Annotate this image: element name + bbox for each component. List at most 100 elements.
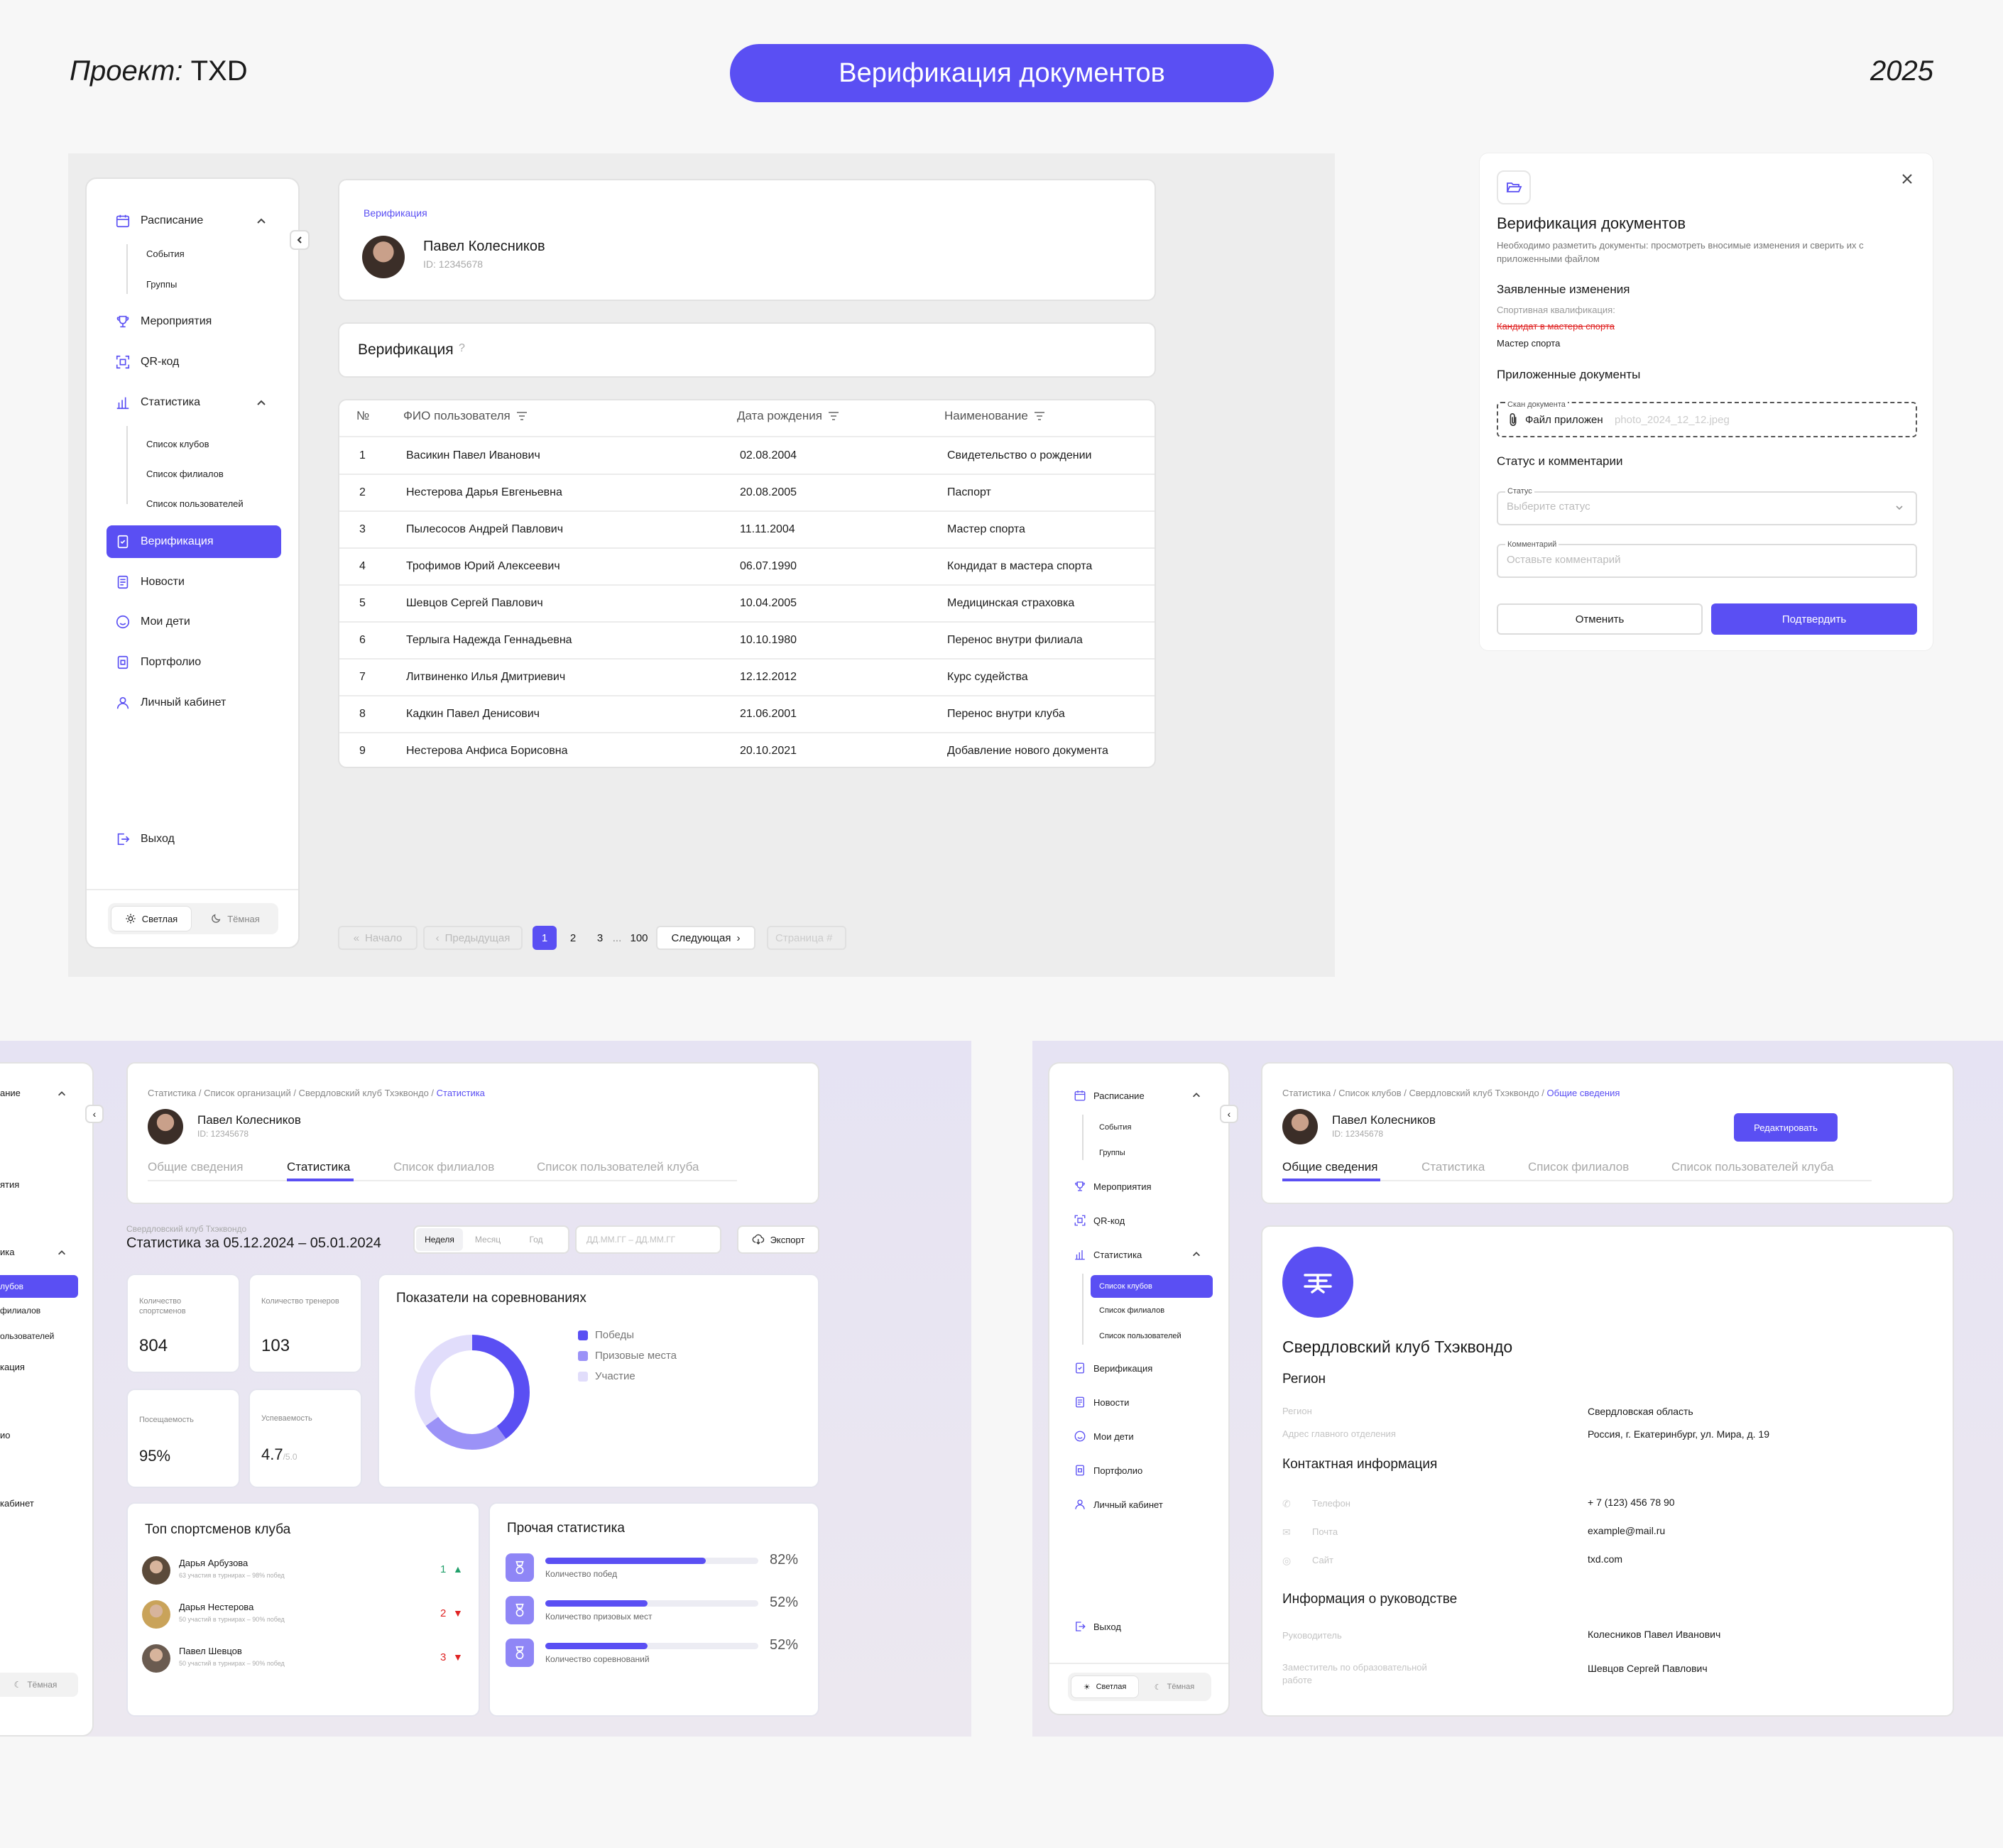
sidebar-fragment[interactable]: ио	[0, 1430, 11, 1440]
comment-input[interactable]	[1497, 544, 1917, 578]
sidebar-item-news[interactable]: Новости	[115, 574, 185, 590]
sidebar-item-events[interactable]: Мероприятия	[115, 314, 212, 329]
sidebar-fragment[interactable]: ользователей	[0, 1331, 55, 1341]
chevron-up-icon[interactable]	[57, 1248, 67, 1258]
sidebar-item-qr[interactable]: QR-код	[115, 354, 179, 370]
breadcrumb-path[interactable]: Статистика / Список клубов / Свердловски…	[1282, 1088, 1547, 1098]
sidebar-fragment-active[interactable]: лубов	[0, 1275, 78, 1298]
sidebar-sub-events[interactable]: События	[146, 248, 185, 259]
chevron-up-icon[interactable]	[1191, 1250, 1201, 1259]
breadcrumb[interactable]: Верификация	[364, 207, 427, 219]
theme-light-button[interactable]: Светлая	[111, 906, 192, 931]
tab-club-users[interactable]: Список пользователей клуба	[1671, 1160, 1834, 1174]
column-header[interactable]: ФИО пользователя	[403, 409, 528, 423]
sidebar-item-qr[interactable]: QR-код	[1074, 1214, 1125, 1227]
date-range-input[interactable]: ДД.ММ.ГГ – ДД.ММ.ГГ	[575, 1225, 721, 1254]
sidebar-item-verification[interactable]: Верификация	[1074, 1362, 1152, 1374]
phone-value[interactable]: + 7 (123) 456 78 90	[1588, 1497, 1675, 1508]
site-value[interactable]: txd.com	[1588, 1553, 1623, 1565]
status-select[interactable]	[1497, 491, 1917, 525]
sidebar-sub-clubs[interactable]: Список клубов	[1091, 1275, 1213, 1298]
sidebar-fragment[interactable]: ание	[0, 1088, 21, 1098]
chevron-up-icon[interactable]	[256, 216, 267, 227]
sidebar-item-portfolio[interactable]: Портфолио	[115, 655, 201, 670]
sidebar-item-statistics[interactable]: Статистика	[115, 395, 200, 410]
theme-dark-button[interactable]: Тёмная	[195, 906, 275, 931]
column-header[interactable]: Наименование	[944, 409, 1045, 423]
pagination-prev[interactable]: ‹ Предыдущая	[423, 926, 523, 950]
table-row[interactable]: 6 Терлыга Надежда Геннадьевна 10.10.1980 Пе…	[339, 622, 1155, 659]
collapse-sidebar-button[interactable]: ‹	[1220, 1105, 1238, 1123]
email-value[interactable]: example@mail.ru	[1588, 1525, 1666, 1536]
table-row[interactable]: 2 Нестерова Дарья Евгеньевна 20.08.2005 Пас…	[339, 474, 1155, 511]
athlete-row[interactable]: Павел Шевцов 50 участий в турнирах – 90%…	[142, 1643, 469, 1674]
pagination-page-last[interactable]: 100	[630, 931, 648, 944]
athlete-row[interactable]: Дарья Нестерова 50 участий в турнирах – …	[142, 1599, 469, 1630]
help-icon[interactable]: ?	[459, 342, 465, 354]
logout-button[interactable]: Выход	[115, 831, 175, 847]
breadcrumb-path[interactable]: Статистика / Список организаций / Свердл…	[148, 1088, 437, 1098]
sidebar-fragment[interactable]: ятия	[0, 1179, 20, 1190]
pagination-goto-input[interactable]: Страница #	[767, 926, 846, 950]
segment-year[interactable]: Год	[529, 1235, 543, 1245]
sidebar-item-account[interactable]: Личный кабинет	[115, 695, 226, 711]
filter-icon[interactable]	[516, 411, 528, 421]
tab-club-users[interactable]: Список пользователей клуба	[537, 1160, 699, 1174]
sidebar-item-children[interactable]: Мои дети	[115, 614, 190, 630]
export-button[interactable]: Экспорт	[737, 1225, 819, 1254]
sidebar-sub-clubs[interactable]: Список клубов	[146, 439, 209, 449]
tab-general[interactable]: Общие сведения	[148, 1160, 244, 1174]
sidebar-item-news[interactable]: Новости	[1074, 1396, 1129, 1409]
pagination-page-1[interactable]: 1	[533, 926, 557, 950]
file-name[interactable]: photo_2024_12_12.jpeg	[1615, 414, 1730, 426]
sidebar-sub-groups[interactable]: Группы	[1099, 1149, 1125, 1157]
edit-button[interactable]: Редактировать	[1734, 1113, 1838, 1142]
segment-month[interactable]: Месяц	[474, 1235, 501, 1245]
sidebar-sub-users[interactable]: Список пользователей	[1099, 1332, 1181, 1340]
sidebar-item-account[interactable]: Личный кабинет	[1074, 1498, 1163, 1511]
chevron-up-icon[interactable]	[1191, 1090, 1201, 1100]
tab-general[interactable]: Общие сведения	[1282, 1160, 1378, 1174]
sidebar-fragment[interactable]: филиалов	[0, 1306, 41, 1316]
table-row[interactable]: 5 Шевцов Сергей Павлович 10.04.2005 Медицин…	[339, 585, 1155, 622]
close-icon[interactable]	[1900, 172, 1914, 186]
pagination-page-3[interactable]: 3	[596, 931, 604, 944]
theme-light-button[interactable]: ☀ Светлая	[1071, 1675, 1139, 1698]
collapse-sidebar-button[interactable]: ‹	[85, 1105, 104, 1123]
sidebar-item-events[interactable]: Мероприятия	[1074, 1180, 1152, 1193]
sidebar-sub-groups[interactable]: Группы	[146, 279, 178, 290]
table-row[interactable]: 8 Кадкин Павел Денисович 21.06.2001 Перенос…	[339, 696, 1155, 733]
table-row[interactable]: 3 Пылесосов Андрей Павлович 11.11.2004 Маст…	[339, 511, 1155, 548]
theme-dark-button[interactable]: ☾ Тёмная	[0, 1673, 78, 1697]
pagination-first[interactable]: « Начало	[338, 926, 417, 950]
segment-week[interactable]: Неделя	[416, 1228, 463, 1251]
sidebar-item-portfolio[interactable]: Портфолио	[1074, 1464, 1142, 1477]
sidebar-item-schedule[interactable]: Расписание	[1074, 1089, 1145, 1102]
column-header[interactable]: Дата рождения	[737, 409, 839, 423]
tab-statistics[interactable]: Статистика	[1421, 1160, 1485, 1174]
sidebar-fragment[interactable]: кация	[0, 1362, 25, 1372]
chevron-up-icon[interactable]	[256, 398, 267, 409]
file-upload-field[interactable]	[1497, 402, 1917, 437]
sidebar-sub-users[interactable]: Список пользователей	[146, 498, 244, 509]
logout-button[interactable]: Выход	[1074, 1620, 1121, 1633]
tab-statistics[interactable]: Статистика	[287, 1160, 351, 1174]
sidebar-item-verification[interactable]: Верификация	[115, 534, 214, 550]
athlete-row[interactable]: Дарья Арбузова 63 участия в турнирах – 9…	[142, 1555, 469, 1586]
pagination-next[interactable]: Следующая ›	[656, 926, 755, 950]
sidebar-fragment[interactable]: ика	[0, 1247, 15, 1257]
sidebar-sub-branches[interactable]: Список филиалов	[146, 469, 224, 479]
tab-branches[interactable]: Список филиалов	[1528, 1160, 1630, 1174]
table-row[interactable]: 7 Литвиненко Илья Дмитриевич 12.12.2012 Кур…	[339, 659, 1155, 696]
chevron-up-icon[interactable]	[57, 1089, 67, 1099]
sidebar-item-schedule[interactable]: Расписание	[115, 213, 203, 229]
confirm-button[interactable]: Подтвердить	[1711, 603, 1917, 635]
sidebar-sub-branches[interactable]: Список филиалов	[1099, 1306, 1165, 1315]
theme-dark-button[interactable]: ☾ Тёмная	[1140, 1675, 1208, 1698]
sidebar-item-statistics[interactable]: Статистика	[1074, 1248, 1142, 1261]
sidebar-item-children[interactable]: Мои дети	[1074, 1430, 1134, 1443]
pagination-page-2[interactable]: 2	[569, 931, 577, 944]
tab-branches[interactable]: Список филиалов	[393, 1160, 495, 1174]
sidebar-fragment[interactable]: кабинет	[0, 1498, 34, 1509]
filter-icon[interactable]	[828, 411, 839, 421]
